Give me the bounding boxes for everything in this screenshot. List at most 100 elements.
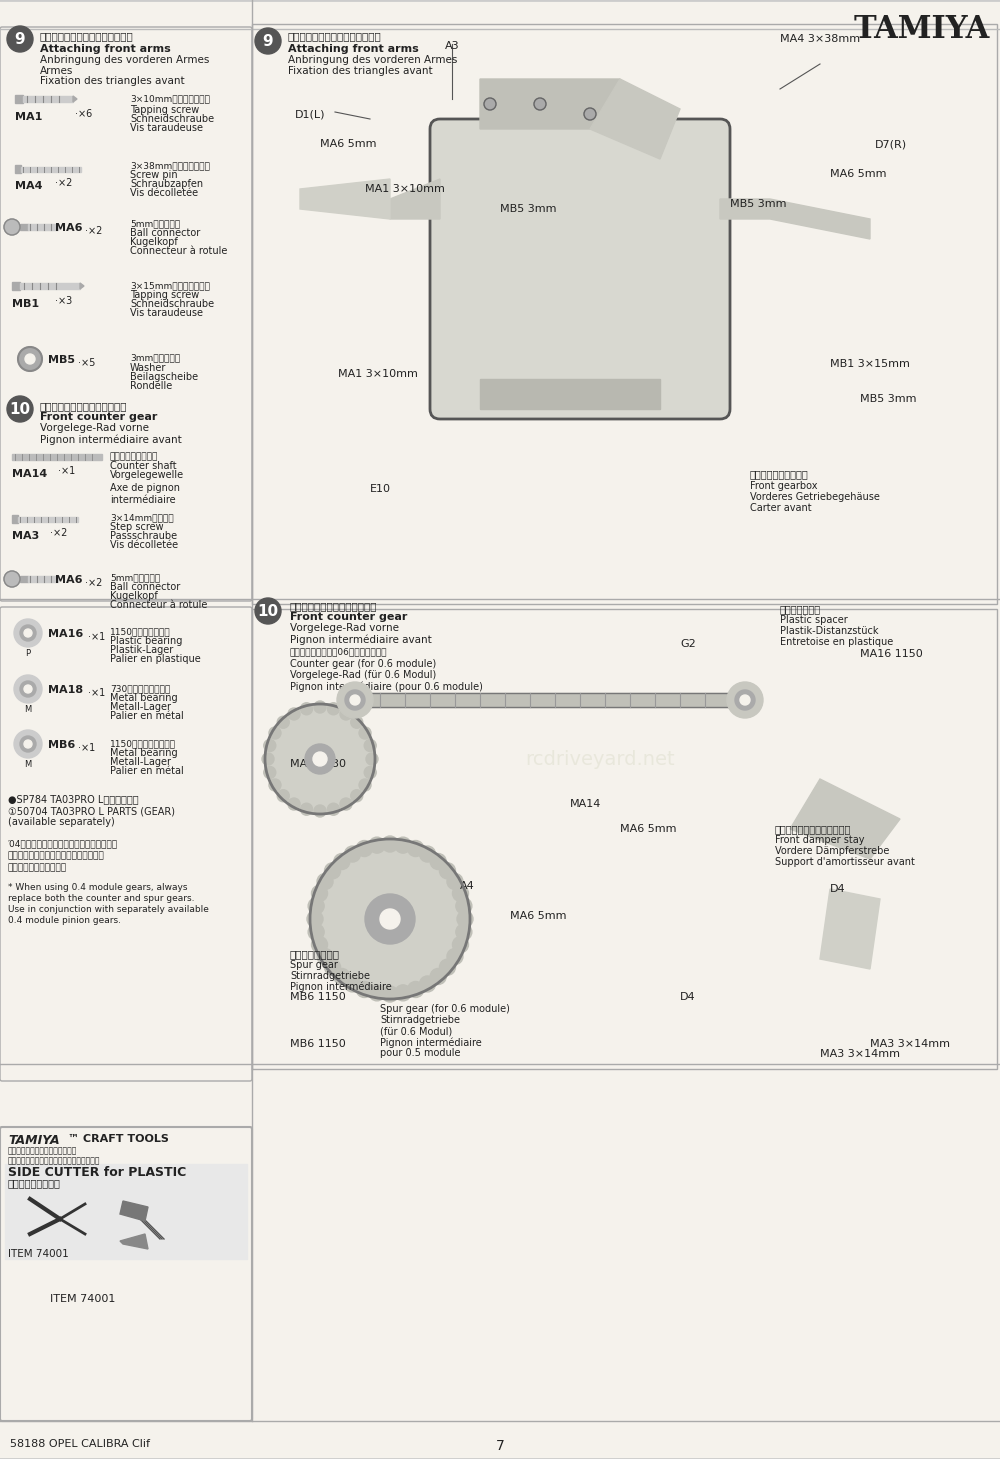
Text: Spur gear: Spur gear — [290, 960, 338, 970]
Text: Kugelkopf: Kugelkopf — [110, 591, 158, 601]
Circle shape — [395, 985, 411, 1001]
Text: MA1: MA1 — [15, 112, 42, 123]
Circle shape — [351, 789, 363, 802]
Circle shape — [408, 982, 424, 998]
Bar — [20, 225, 28, 231]
Circle shape — [420, 846, 436, 862]
Text: MA6: MA6 — [55, 223, 82, 233]
Text: Fixation des triangles avant: Fixation des triangles avant — [288, 66, 433, 76]
Circle shape — [305, 744, 335, 775]
Circle shape — [727, 681, 763, 718]
Circle shape — [430, 969, 446, 985]
Circle shape — [262, 753, 274, 765]
Text: Armes: Armes — [40, 66, 73, 76]
Bar — [28, 576, 58, 582]
FancyBboxPatch shape — [0, 607, 252, 1081]
Text: Fixation des triangles avant: Fixation des triangles avant — [40, 76, 185, 86]
Circle shape — [395, 837, 411, 854]
Text: カウンターシャフト: カウンターシャフト — [110, 452, 158, 461]
Text: Pignon intermédiaire avant: Pignon intermédiaire avant — [290, 635, 432, 645]
Circle shape — [452, 886, 468, 902]
Text: Vorgelege-Rad (für 0.6 Modul): Vorgelege-Rad (für 0.6 Modul) — [290, 670, 436, 680]
Bar — [21, 166, 81, 172]
Circle shape — [344, 846, 360, 862]
Text: 3×38mmスクリューピン: 3×38mmスクリューピン — [130, 160, 210, 171]
Text: 5mmピロボール: 5mmピロボール — [110, 573, 160, 582]
Bar — [5, 1164, 247, 1259]
Circle shape — [382, 986, 398, 1002]
Circle shape — [4, 219, 20, 235]
Text: MA16 1150: MA16 1150 — [860, 649, 923, 659]
Text: Pignon intermédiaire: Pignon intermédiaire — [380, 1037, 482, 1048]
Text: ●SP784 TA03PRO L品笪（別売）: ●SP784 TA03PRO L品笪（別売） — [8, 794, 139, 804]
Circle shape — [584, 108, 596, 120]
Text: Palier en métal: Palier en métal — [110, 766, 184, 776]
Circle shape — [288, 798, 300, 810]
Circle shape — [269, 779, 281, 791]
Circle shape — [20, 735, 36, 751]
Text: Plastik-Distanzstück: Plastik-Distanzstück — [780, 626, 879, 636]
Text: ·×5: ·×5 — [78, 357, 95, 368]
Circle shape — [314, 700, 326, 713]
Circle shape — [344, 976, 360, 992]
Circle shape — [317, 874, 333, 890]
Text: Counter gear (for 0.6 module): Counter gear (for 0.6 module) — [290, 659, 436, 670]
Bar — [18, 516, 78, 521]
Text: SIDE CUTTER for PLASTIC: SIDE CUTTER for PLASTIC — [8, 1166, 186, 1179]
Text: ™ CRAFT TOOLS: ™ CRAFT TOOLS — [68, 1134, 169, 1144]
Text: Use in conjunction with separately available: Use in conjunction with separately avail… — [8, 905, 209, 913]
Text: Anbringung des vorderen Armes: Anbringung des vorderen Armes — [40, 55, 209, 66]
Polygon shape — [480, 79, 620, 128]
FancyBboxPatch shape — [0, 1126, 252, 1421]
Text: ·×2: ·×2 — [50, 528, 67, 538]
Circle shape — [314, 805, 326, 817]
Text: 3×14mm段付ビス: 3×14mm段付ビス — [110, 514, 174, 522]
Text: 10: 10 — [9, 401, 31, 416]
Text: Plastik-Lager: Plastik-Lager — [110, 645, 173, 655]
Text: Carter avant: Carter avant — [750, 503, 812, 514]
Text: MA6 5mm: MA6 5mm — [320, 139, 376, 149]
Text: Step screw: Step screw — [110, 522, 164, 533]
Text: Axe de pignon
intermédiaire: Axe de pignon intermédiaire — [110, 483, 180, 505]
Text: 9: 9 — [263, 34, 273, 48]
Text: ·×6: ·×6 — [75, 109, 92, 120]
FancyBboxPatch shape — [252, 23, 997, 604]
Text: 工具は制作のためのものでなく、: 工具は制作のためのものでなく、 — [8, 1145, 77, 1156]
Circle shape — [312, 937, 328, 953]
Circle shape — [327, 804, 339, 816]
Circle shape — [7, 26, 33, 53]
Text: Screw pin: Screw pin — [130, 171, 178, 179]
Circle shape — [24, 740, 32, 748]
Text: MB5 3mm: MB5 3mm — [860, 394, 916, 404]
Text: MA3 3×14mm: MA3 3×14mm — [820, 1049, 900, 1059]
Text: Beilagscheibe: Beilagscheibe — [130, 372, 198, 382]
Text: カウンターギヤー（06モジュール用）: カウンターギヤー（06モジュール用） — [290, 646, 388, 657]
Text: Ball connector: Ball connector — [110, 582, 180, 592]
Text: 58188 OPEL CALIBRA Clif: 58188 OPEL CALIBRA Clif — [10, 1439, 150, 1449]
Text: Vorderes Getriebegehäuse: Vorderes Getriebegehäuse — [750, 492, 880, 502]
Circle shape — [345, 690, 365, 711]
Text: 1150メタルベアリング: 1150メタルベアリング — [110, 740, 176, 748]
Text: Vis taraudeuse: Vis taraudeuse — [130, 308, 203, 318]
Text: ＜フロントロアームの取り付け＞: ＜フロントロアームの取り付け＞ — [40, 31, 134, 41]
Text: Front counter gear: Front counter gear — [290, 611, 407, 622]
Text: M: M — [24, 705, 32, 713]
Circle shape — [356, 840, 372, 856]
Text: MA3 3×14mm: MA3 3×14mm — [870, 1039, 950, 1049]
Circle shape — [20, 624, 36, 641]
Text: 0.4 module pinion gears.: 0.4 module pinion gears. — [8, 916, 121, 925]
Circle shape — [364, 766, 376, 779]
Text: Schraubzapfen: Schraubzapfen — [130, 179, 203, 190]
Text: 模型には付属されません。ご了承ください。: 模型には付属されません。ご了承ください。 — [8, 1156, 100, 1164]
Polygon shape — [480, 379, 660, 409]
Text: Plastic bearing: Plastic bearing — [110, 636, 182, 646]
Circle shape — [356, 982, 372, 998]
Text: Vis décolletée: Vis décolletée — [130, 188, 198, 198]
Text: MA16: MA16 — [48, 629, 83, 639]
Text: （フロントダンパーステー）: （フロントダンパーステー） — [775, 824, 851, 835]
Bar — [350, 693, 750, 708]
Text: A4: A4 — [460, 881, 475, 891]
Circle shape — [369, 985, 385, 1001]
Text: Spur gear (for 0.6 module): Spur gear (for 0.6 module) — [380, 1004, 510, 1014]
Circle shape — [334, 854, 350, 870]
